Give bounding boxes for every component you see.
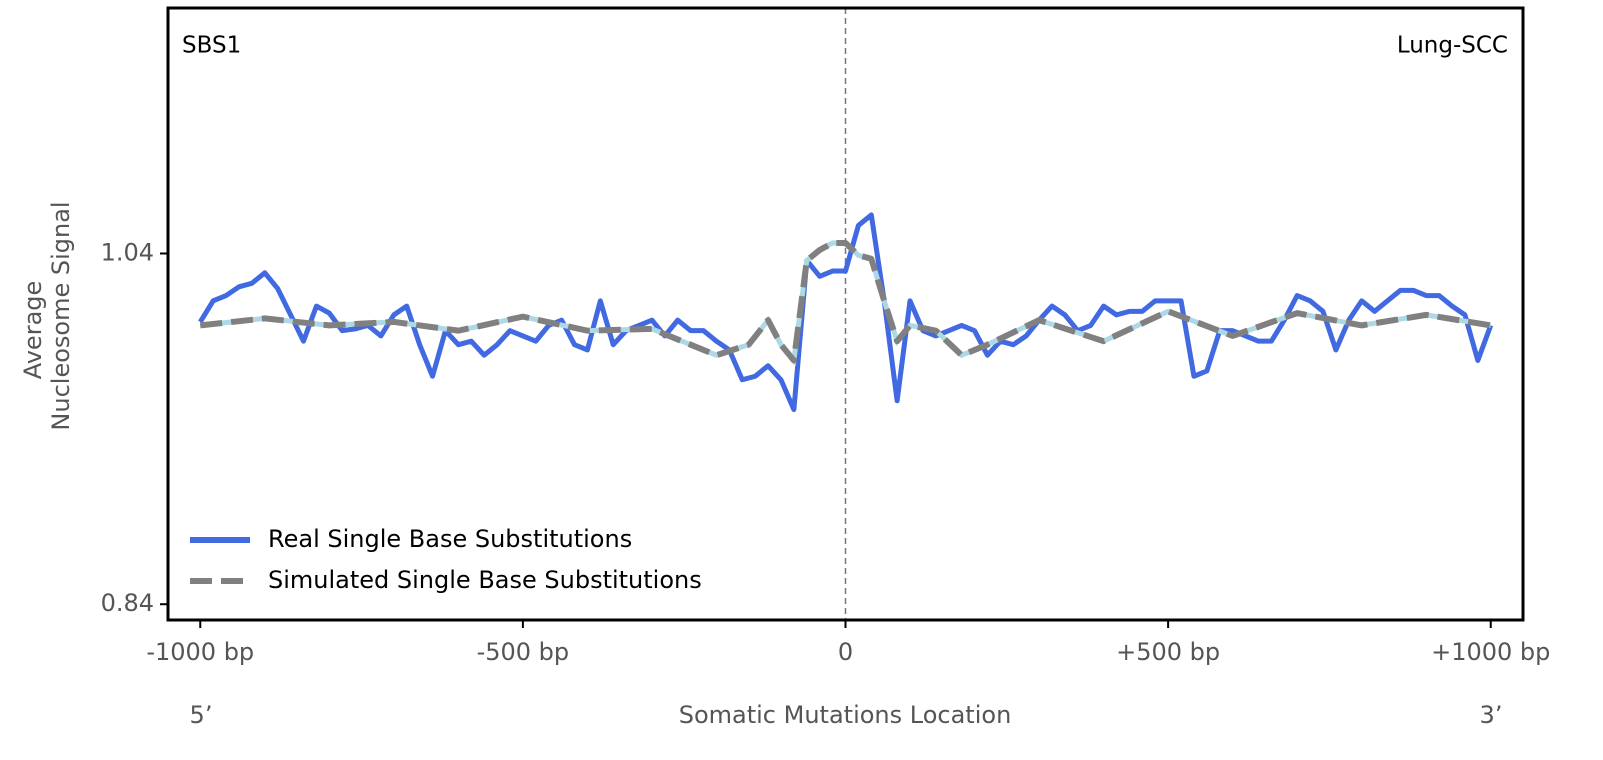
x-tick-label: -1000 bp bbox=[146, 638, 254, 666]
y-tick-label: 1.04 bbox=[101, 239, 154, 267]
legend-label: Real Single Base Substitutions bbox=[268, 525, 632, 553]
legend-label: Simulated Single Base Substitutions bbox=[268, 566, 702, 594]
line bbox=[198, 212, 1494, 413]
x-axis-label: Somatic Mutations Location bbox=[679, 701, 1012, 729]
y-tick-label: 0.84 bbox=[101, 589, 154, 617]
plot-frame bbox=[166, 6, 1525, 622]
end-label: 5’ bbox=[190, 701, 213, 729]
x-tick-label: +500 bp bbox=[1116, 638, 1220, 666]
end-label: 3’ bbox=[1480, 701, 1503, 729]
x-tick-label: -500 bp bbox=[477, 638, 570, 666]
x-tick-label: 0 bbox=[838, 638, 853, 666]
annotation: Lung-SCC bbox=[1397, 33, 1508, 59]
y-axis-label: Average bbox=[19, 281, 47, 380]
y-axis-label: Nucleosome Signal bbox=[47, 201, 75, 430]
line bbox=[199, 239, 1492, 364]
x-tick-label: +1000 bp bbox=[1431, 638, 1550, 666]
annotation: SBS1 bbox=[182, 33, 241, 59]
